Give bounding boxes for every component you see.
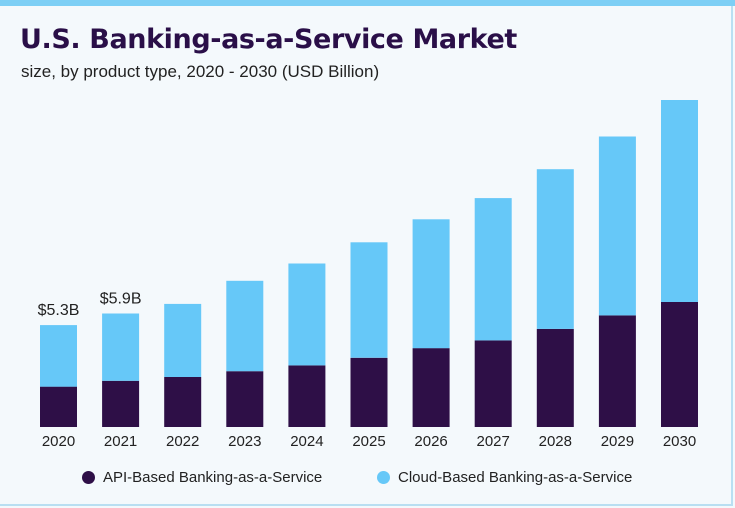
legend-label-cloud: Cloud-Based Banking-as-a-Service: [398, 468, 633, 486]
bar-api-2030: [661, 302, 698, 427]
legend-item-cloud: Cloud-Based Banking-as-a-Service: [377, 466, 632, 488]
bar-api-2023: [226, 371, 264, 427]
x-tick-label: 2022: [166, 433, 199, 450]
bar-cloud-2022: [164, 303, 202, 377]
bar-cloud-2026: [412, 219, 450, 349]
bar-api-2025: [350, 357, 388, 427]
x-tick-label: 2029: [601, 433, 634, 450]
bar-api-2028: [536, 328, 574, 427]
bar-cloud-2023: [226, 280, 264, 372]
x-tick-label: 2026: [414, 433, 447, 450]
bar-cloud-2024: [288, 263, 326, 366]
data-label-2021: $5.9B: [100, 291, 142, 308]
bar-cloud-2025: [350, 242, 388, 358]
legend-swatch-cloud: [377, 470, 390, 484]
bar-api-2022: [164, 377, 202, 427]
bar-cloud-2020: [40, 325, 77, 387]
x-tick-label: 2024: [290, 433, 323, 450]
top-accent-strip: [0, 0, 735, 6]
chart-legend: API-Based Banking-as-a-Service Cloud-Bas…: [0, 466, 735, 488]
bar-api-2024: [288, 365, 326, 427]
bar-api-2021: [102, 380, 140, 427]
bar-api-2020: [40, 386, 77, 427]
x-tick-label: 2023: [228, 433, 261, 450]
legend-item-api: API-Based Banking-as-a-Service: [82, 466, 322, 488]
bar-cloud-2030: [661, 100, 698, 302]
data-label-2020: $5.3B: [38, 302, 80, 319]
x-tick-label: 2027: [477, 433, 510, 450]
x-tick-label: 2030: [663, 433, 696, 450]
bar-api-2027: [474, 340, 512, 427]
x-tick-label: 2028: [539, 433, 572, 450]
x-tick-label: 2021: [104, 433, 137, 450]
x-tick-label: 2025: [352, 433, 385, 450]
chart-frame: [0, 6, 733, 506]
bar-cloud-2027: [474, 198, 512, 341]
legend-label-api: API-Based Banking-as-a-Service: [103, 468, 323, 486]
bar-cloud-2028: [536, 169, 574, 329]
chart-subtitle: size, by product type, 2020 - 2030 (USD …: [21, 62, 380, 81]
legend-swatch-api: [82, 470, 95, 484]
x-tick-label: 2020: [42, 433, 75, 450]
bar-cloud-2029: [598, 136, 636, 316]
chart-title: U.S. Banking-as-a-Service Market: [20, 24, 517, 55]
bar-api-2026: [412, 348, 450, 427]
bar-api-2029: [598, 315, 636, 427]
bar-cloud-2021: [102, 313, 140, 381]
